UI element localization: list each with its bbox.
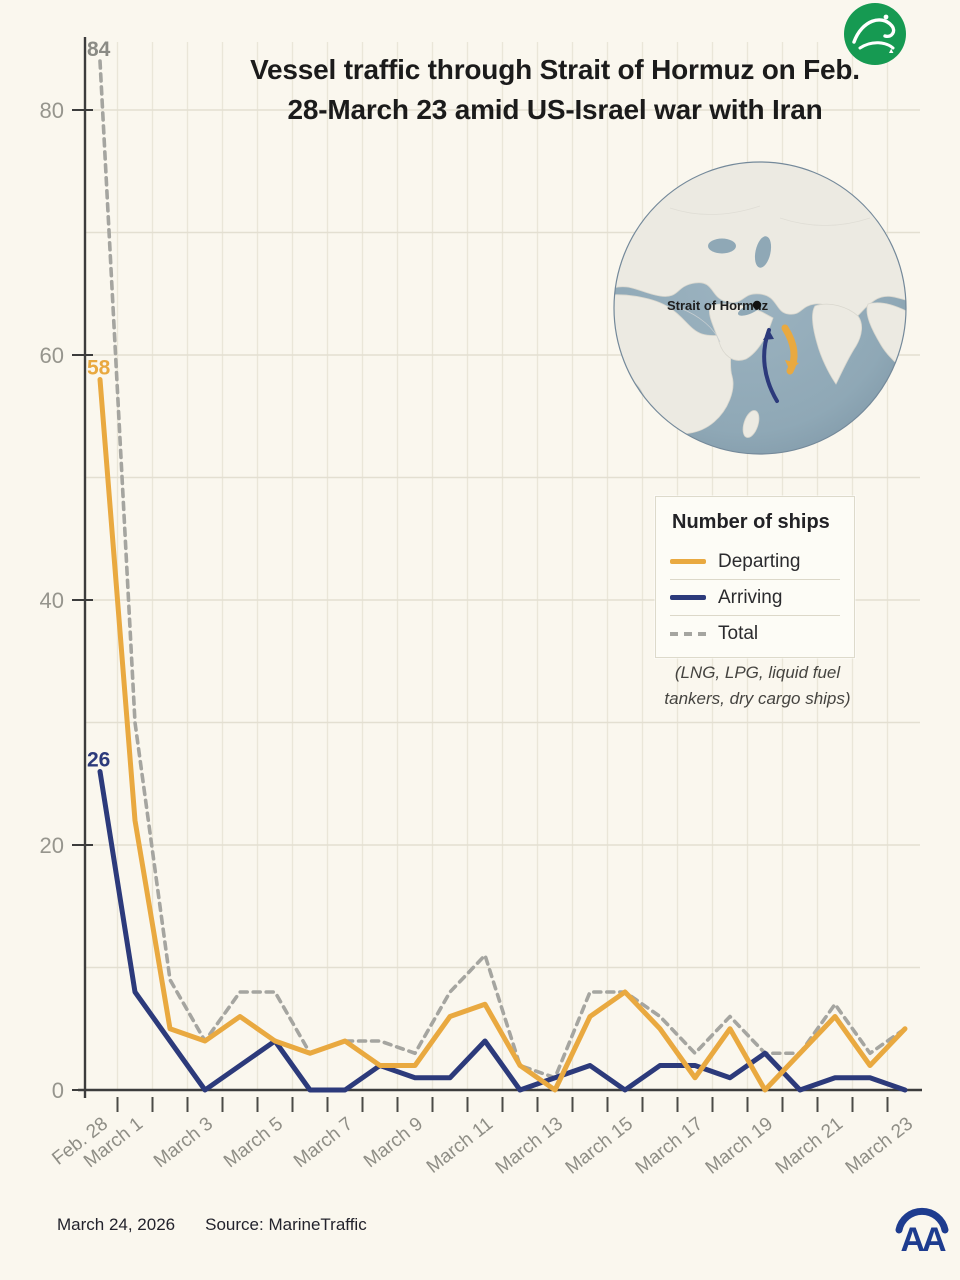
footer-date: March 24, 2026 [57,1215,176,1234]
svg-text:0: 0 [52,1078,64,1103]
total-line-swatch-icon [670,631,706,636]
footer-source: Source: MarineTraffic [205,1215,367,1234]
svg-text:20: 20 [40,833,64,858]
svg-text:March 5: March 5 [220,1113,287,1172]
chart-legend: Number of ships Departing Arriving Total [655,496,855,658]
svg-text:March 9: March 9 [360,1113,427,1172]
globe-map: Strait of Hormuz [613,161,907,455]
legend-label-total: Total [718,622,759,644]
legend-label-arriving: Arriving [718,586,783,608]
svg-text:March 11: March 11 [423,1113,497,1177]
note-line-2: tankers, dry cargo ships) [664,688,851,708]
strait-of-hormuz-label: Strait of Hormuz [667,298,769,313]
svg-text:March 19: March 19 [702,1113,777,1178]
svg-text:March 17: March 17 [632,1113,707,1178]
legend-title: Number of ships [672,511,830,533]
arriving-arrowhead-icon [763,330,774,340]
page-title: Vessel traffic through Strait of Hormuz … [150,50,960,130]
svg-text:March 7: March 7 [290,1113,357,1172]
ship-categories-note: (LNG, LPG, liquid fuel tankers, dry carg… [645,660,870,711]
legend-label-departing: Departing [718,550,801,572]
svg-text:40: 40 [40,588,64,613]
title-line-1: Vessel traffic through Strait of Hormuz … [250,54,860,85]
departing-line-swatch-icon [670,559,706,564]
departing-arrowhead-icon [785,360,799,371]
arriving-line-swatch-icon [670,595,706,600]
legend-item-total: Total [670,616,840,651]
svg-text:80: 80 [40,98,64,123]
legend-item-departing: Departing [670,544,840,580]
svg-text:March 23: March 23 [842,1113,917,1178]
anadolu-agency-logo-icon: AA [895,1207,949,1256]
legend-item-arriving: Arriving [670,580,840,616]
svg-text:March 3: March 3 [150,1113,217,1172]
svg-text:58: 58 [87,357,111,380]
title-line-2: 28-March 23 amid US-Israel war with Iran [287,93,823,125]
svg-text:March 15: March 15 [562,1113,637,1178]
note-line-1: (LNG, LPG, liquid fuel [674,663,841,682]
green-calligraphy-logo-icon [844,3,906,65]
svg-text:84: 84 [87,38,111,61]
svg-text:26: 26 [87,749,110,772]
svg-text:60: 60 [40,343,64,368]
svg-text:March 21: March 21 [772,1113,847,1178]
svg-text:March 13: March 13 [492,1113,567,1178]
strait-location-dot [752,300,762,310]
svg-text:AA: AA [900,1221,946,1256]
footer: March 24, 2026 Source: MarineTraffic [57,1215,367,1235]
